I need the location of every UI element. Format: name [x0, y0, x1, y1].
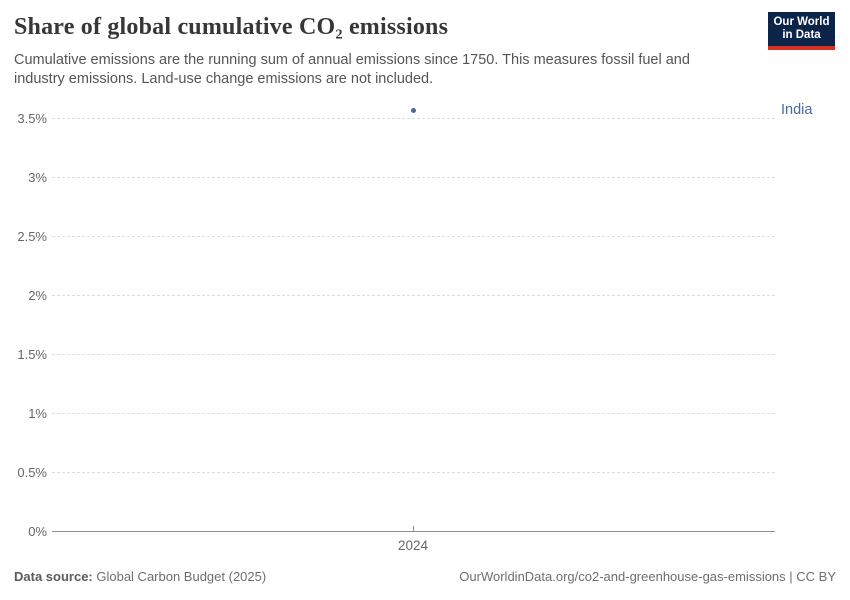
- data-source-note: Data source: Global Carbon Budget (2025): [14, 569, 266, 584]
- gridline: [52, 413, 775, 414]
- owid-logo-line2: in Data: [782, 29, 821, 41]
- x-axis-tick-mark: [413, 526, 414, 532]
- y-axis-tick-label: 3%: [28, 170, 47, 185]
- x-axis-tick-label: 2024: [397, 538, 429, 553]
- gridline: [52, 177, 775, 178]
- gridline: [52, 236, 775, 237]
- data-source-label: Data source:: [14, 569, 93, 584]
- owid-logo[interactable]: Our World in Data: [768, 12, 835, 50]
- gridline: [52, 295, 775, 296]
- data-point-india[interactable]: [411, 108, 416, 113]
- owid-logo-line1: Our World: [773, 16, 830, 28]
- y-axis-tick-label: 1.5%: [17, 347, 47, 362]
- series-label-india[interactable]: India: [781, 102, 813, 118]
- gridline: [52, 472, 775, 473]
- page-title: Share of global cumulative CO₂ emissions: [14, 14, 449, 40]
- gridline: [52, 354, 775, 355]
- data-source-value: Global Carbon Budget (2025): [92, 569, 267, 584]
- gridline: [52, 118, 775, 119]
- y-axis-tick-label: 3.5%: [17, 111, 47, 126]
- credit-link[interactable]: OurWorldinData.org/co2-and-greenhouse-ga…: [459, 569, 836, 584]
- chart-subtitle: Cumulative emissions are the running sum…: [14, 52, 690, 87]
- y-axis-tick-label: 0.5%: [17, 465, 47, 480]
- y-axis-tick-label: 1%: [28, 406, 47, 421]
- y-axis-tick-label: 2.5%: [17, 229, 47, 244]
- y-axis-tick-label: 2%: [28, 288, 47, 303]
- y-axis-tick-label: 0%: [28, 524, 47, 539]
